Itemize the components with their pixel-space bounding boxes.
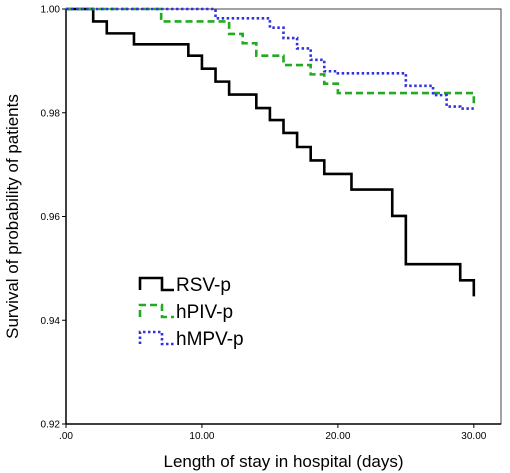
plot-frame xyxy=(65,8,502,425)
y-tick-label: 0.96 xyxy=(41,212,61,223)
x-tick-label: 20.00 xyxy=(325,431,350,442)
y-tick-label: 0.98 xyxy=(41,108,61,119)
legend-label-hmpv-p: hMPV-p xyxy=(176,329,244,350)
legend: RSV-p hPIV-p hMPV-p xyxy=(138,275,244,350)
x-tick-label: 10.00 xyxy=(189,431,214,442)
legend-symbol-rsv-p xyxy=(138,276,174,292)
x-axis-title: Length of stay in hospital (days) xyxy=(163,452,403,471)
legend-symbol-hmpv-p xyxy=(138,330,174,346)
series-line-hmpv-p xyxy=(66,7,474,110)
y-tick-label: 0.92 xyxy=(41,420,61,431)
y-tick-label: 0.94 xyxy=(41,316,61,327)
series-layer xyxy=(66,7,476,297)
x-tick-label: 30.00 xyxy=(461,431,486,442)
legend-symbol-hpiv-p xyxy=(138,303,174,319)
series-line-hpiv-p xyxy=(66,7,476,106)
legend-label-rsv-p: RSV-p xyxy=(176,275,231,296)
axes: .00 10.00 20.00 30.00 0.92 0.94 0.96 0.98 1.00 xyxy=(41,5,502,442)
y-axis-title: Survival of probability of patients xyxy=(3,94,22,339)
y-tick-label: 1.00 xyxy=(41,5,61,16)
legend-label-hpiv-p: hPIV-p xyxy=(176,302,233,323)
x-tick-label: .00 xyxy=(59,431,73,442)
series-line-rsv-p xyxy=(66,7,476,297)
